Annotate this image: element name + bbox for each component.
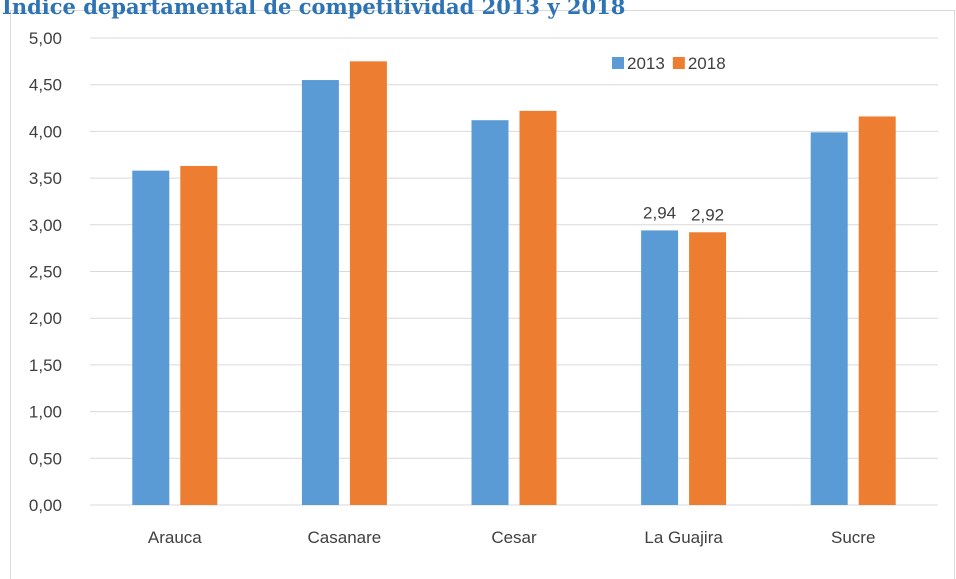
bar (689, 232, 727, 505)
bar (132, 170, 170, 506)
bar (641, 230, 679, 506)
y-tick-label: 2,50 (29, 263, 62, 282)
data-label: 2,92 (691, 205, 724, 224)
legend-label: 2018 (688, 54, 726, 73)
y-tick-label: 4,00 (29, 122, 62, 141)
y-tick-label: 4,50 (29, 76, 62, 95)
x-tick-label: Cesar (491, 528, 537, 547)
bar (519, 110, 557, 506)
y-tick-label: 2,00 (29, 309, 62, 328)
legend-swatch (672, 57, 685, 69)
legend-label: 2013 (627, 54, 665, 73)
y-tick-label: 0,00 (29, 496, 62, 515)
y-tick-label: 1,00 (29, 403, 62, 422)
x-tick-label: La Guajira (644, 528, 723, 547)
y-tick-label: 3,00 (29, 216, 62, 235)
bar (810, 132, 848, 506)
x-tick-label: Casanare (308, 528, 382, 547)
bar (349, 61, 387, 505)
y-tick-label: 0,50 (29, 449, 62, 468)
bar (301, 80, 339, 505)
y-tick-label: 1,50 (29, 356, 62, 375)
bar (471, 120, 509, 505)
legend-swatch (612, 57, 624, 69)
x-tick-label: Arauca (148, 528, 202, 547)
chart-title: Índice departamental de competitividad 2… (2, 0, 625, 19)
x-tick-label: Sucre (831, 528, 875, 547)
bar (180, 165, 218, 505)
y-tick-label: 5,00 (29, 29, 62, 48)
y-tick-label: 3,50 (29, 169, 62, 188)
bar (858, 116, 896, 506)
data-label: 2,94 (643, 203, 676, 222)
